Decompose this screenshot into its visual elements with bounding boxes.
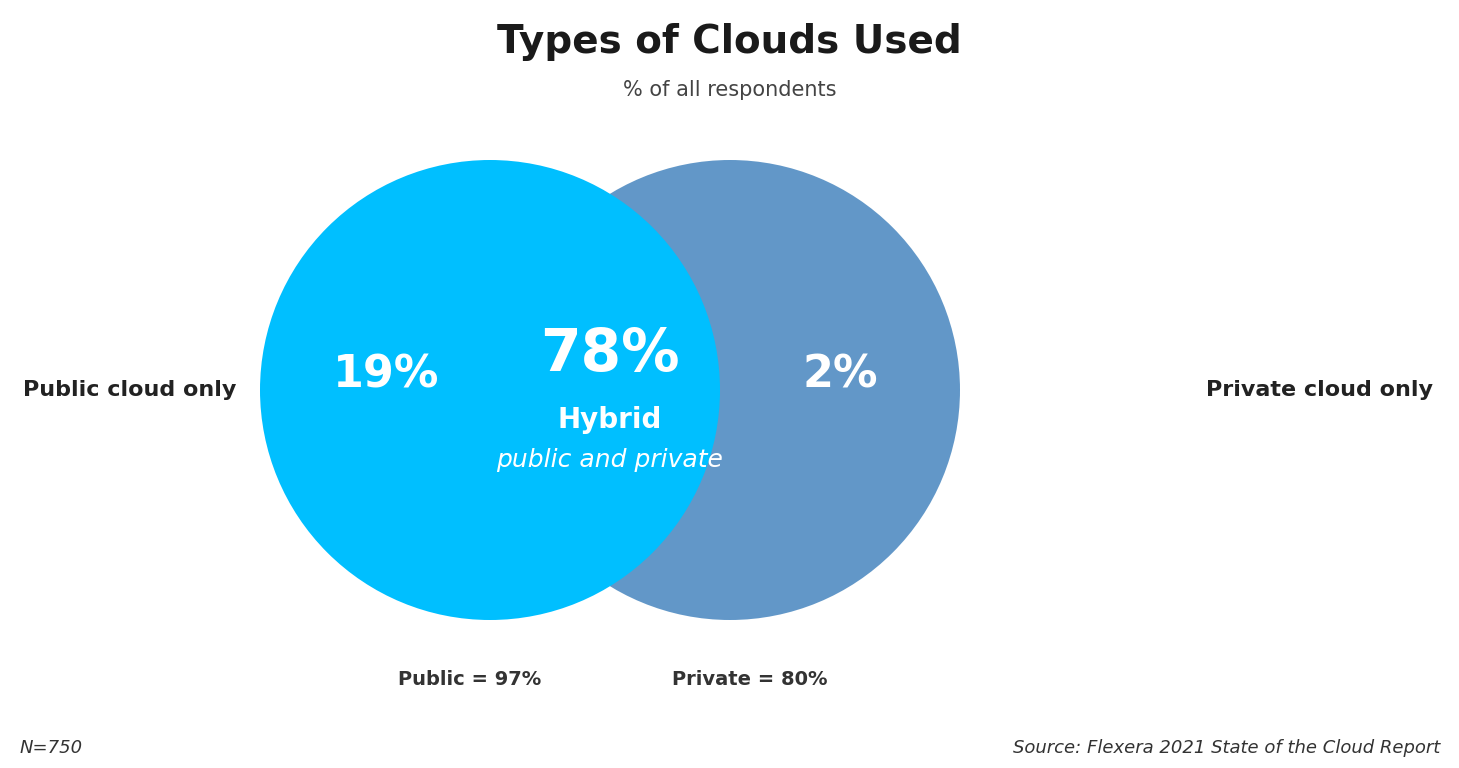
Text: Private cloud only: Private cloud only bbox=[1207, 380, 1434, 400]
Text: Source: Flexera 2021 State of the Cloud Report: Source: Flexera 2021 State of the Cloud … bbox=[1013, 739, 1440, 757]
Text: Types of Clouds Used: Types of Clouds Used bbox=[498, 23, 961, 61]
Text: 78%: 78% bbox=[540, 326, 680, 383]
Circle shape bbox=[500, 160, 960, 620]
Text: % of all respondents: % of all respondents bbox=[623, 80, 836, 100]
Text: Private = 80%: Private = 80% bbox=[673, 670, 827, 689]
Text: Hybrid: Hybrid bbox=[557, 406, 662, 434]
Text: 19%: 19% bbox=[333, 353, 439, 396]
Text: 2%: 2% bbox=[802, 353, 878, 396]
Text: N=750: N=750 bbox=[20, 739, 83, 757]
Text: Public = 97%: Public = 97% bbox=[398, 670, 541, 689]
Text: Public cloud only: Public cloud only bbox=[23, 380, 236, 400]
Circle shape bbox=[260, 160, 719, 620]
Text: public and private: public and private bbox=[496, 448, 724, 472]
